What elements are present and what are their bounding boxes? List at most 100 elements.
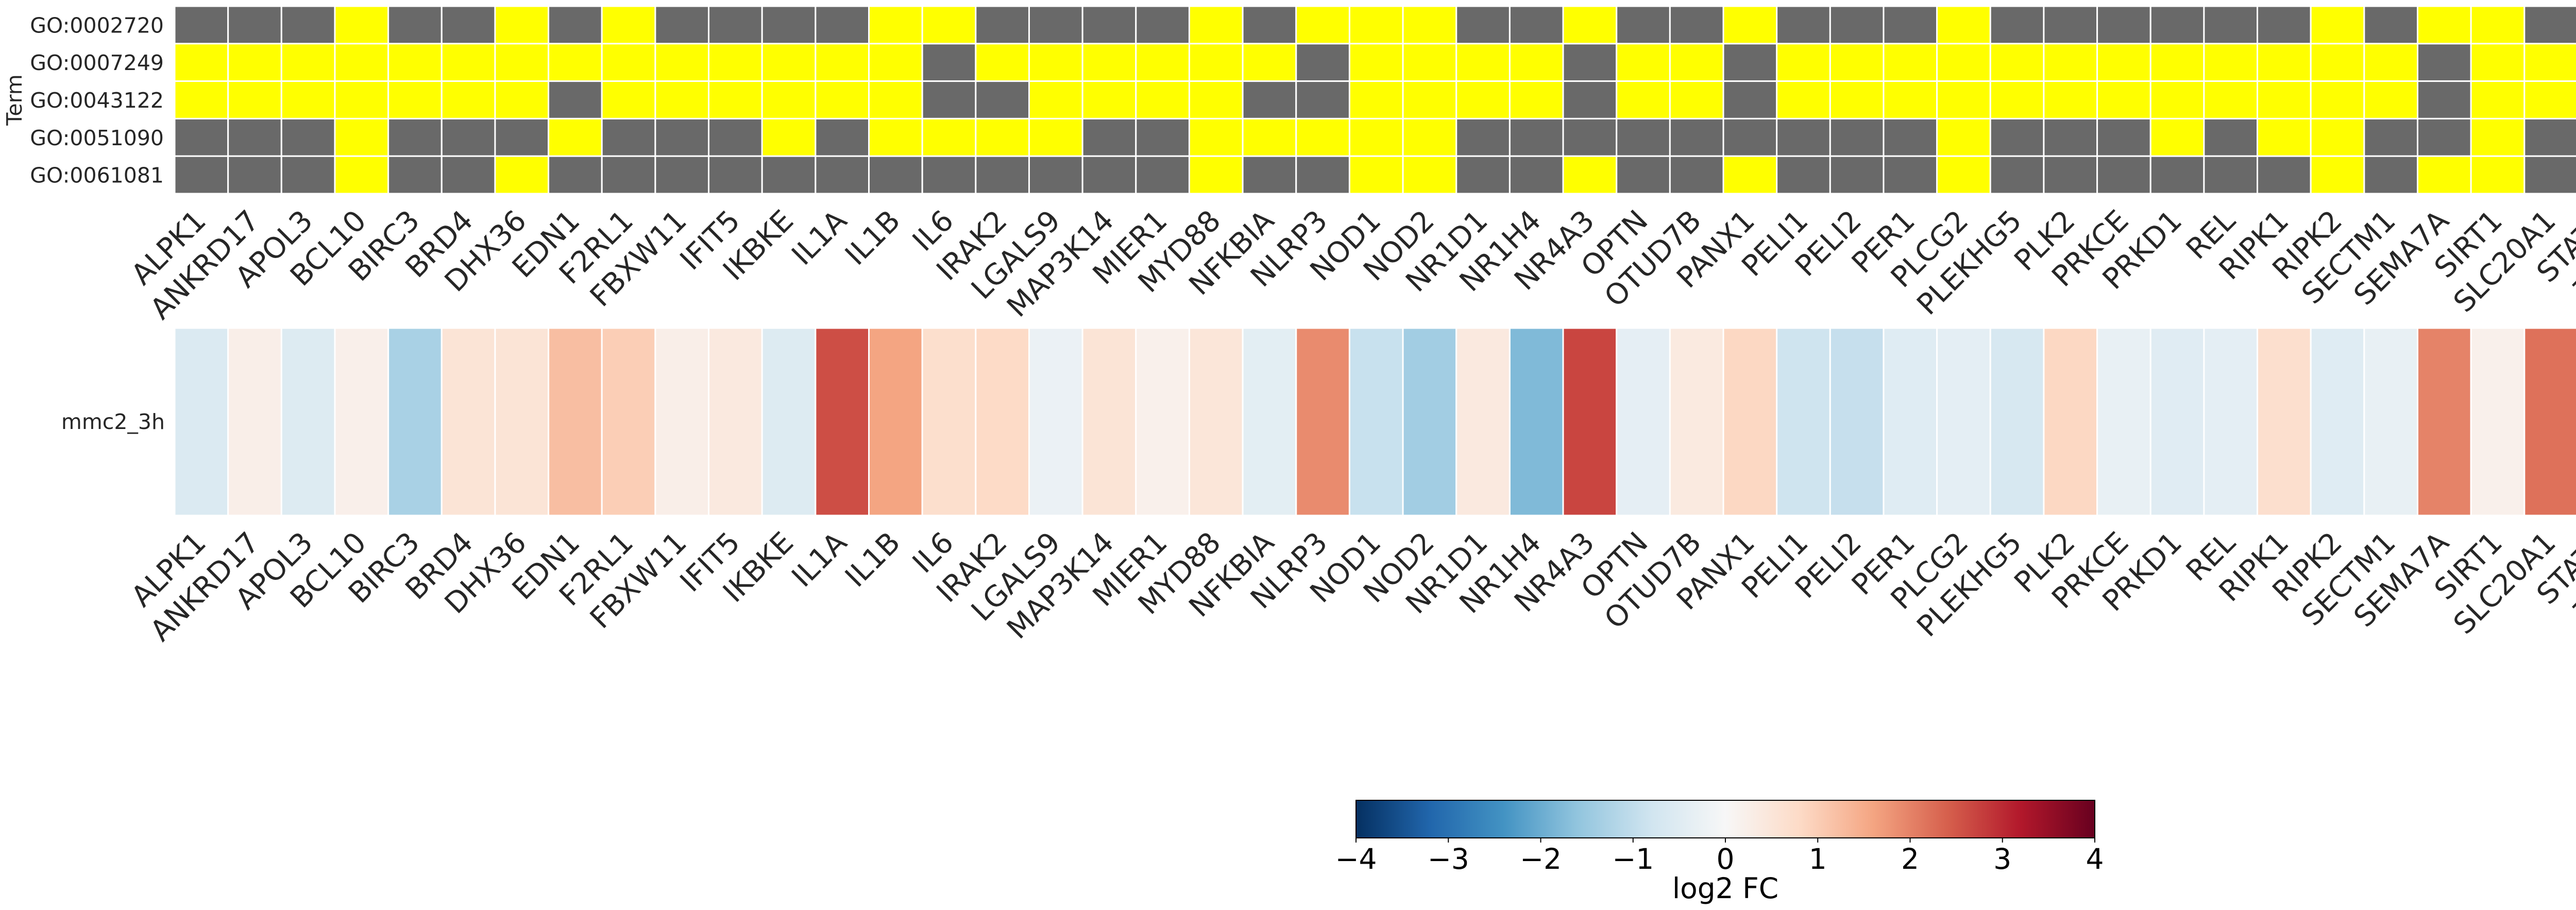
heatmap-cell-GO:0007249-RIPK1 xyxy=(2257,43,2312,82)
heatmap-cell-GO:0007249-DHX36 xyxy=(494,43,550,82)
heatmap-cell-GO:0061081-PLCG2 xyxy=(1936,155,1991,195)
heatmap-cell-GO:0061081-MYD88 xyxy=(1188,155,1244,195)
heatmap-cell-GO:0002720-IL1B xyxy=(868,5,923,45)
heatmap-cell-GO:0043122-LGALS9 xyxy=(1028,80,1083,119)
heatmap-cell-GO:0043122-PANX1 xyxy=(1722,80,1778,119)
heatmap-cell-GO:0061081-PRKCE xyxy=(2096,155,2151,195)
heatmap-cell-GO:0007249-LGALS9 xyxy=(1028,43,1083,82)
heatmap-cell-GO:0061081-PLEKHG5 xyxy=(1989,155,2045,195)
fold-change-cell-PRKCE xyxy=(2096,327,2151,517)
heatmap-cell-GO:0007249-BRD4 xyxy=(440,43,496,82)
heatmap-cell-GO:0051090-IKBKE xyxy=(761,117,817,157)
heatmap-cell-GO:0043122-DHX36 xyxy=(494,80,550,119)
gene-tick-label: IL1B xyxy=(839,526,907,594)
heatmap-cell-GO:0061081-ALPK1 xyxy=(174,155,229,195)
heatmap-cell-GO:0007249-ANKRD17 xyxy=(227,43,282,82)
heatmap-cell-GO:0007249-FBXW11 xyxy=(654,43,710,82)
fold-change-cell-NR1D1 xyxy=(1455,327,1511,517)
heatmap-cell-GO:0007249-PRKCE xyxy=(2096,43,2151,82)
heatmap-cell-GO:0007249-IFIT5 xyxy=(708,43,763,82)
heatmap-cell-GO:0061081-BRD4 xyxy=(440,155,496,195)
fold-change-cell-SECTM1 xyxy=(2363,327,2419,517)
heatmap-cell-GO:0007249-NOD2 xyxy=(1402,43,1458,82)
colorbar-tick-label: −2 xyxy=(1520,843,1562,875)
heatmap-cell-GO:0002720-IKBKE xyxy=(761,5,817,45)
fold-change-cell-IL1B xyxy=(868,327,923,517)
heatmap-cell-GO:0007249-REL xyxy=(2203,43,2259,82)
heatmap-cell-GO:0051090-REL xyxy=(2203,117,2259,157)
fold-change-cell-PANX1 xyxy=(1722,327,1778,517)
go-term-cells xyxy=(174,5,2576,195)
fold-change-cell-IL6 xyxy=(921,327,977,517)
heatmap-cell-GO:0043122-PER1 xyxy=(1883,80,1938,119)
heatmap-cell-GO:0002720-MYD88 xyxy=(1188,5,1244,45)
heatmap-cell-GO:0007249-SECTM1 xyxy=(2363,43,2419,82)
heatmap-cell-GO:0051090-MAP3K14 xyxy=(1081,117,1137,157)
heatmap-cell-GO:0061081-LGALS9 xyxy=(1028,155,1083,195)
heatmap-cell-GO:0002720-PRKD1 xyxy=(2149,5,2205,45)
fold-change-cell-IFIT5 xyxy=(708,327,763,517)
heatmap-cell-GO:0043122-IL6 xyxy=(921,80,977,119)
heatmap-cell-GO:0007249-IRAK2 xyxy=(975,43,1030,82)
heatmap-cell-GO:0043122-NFKBIA xyxy=(1242,80,1297,119)
heatmap-cell-GO:0051090-MYD88 xyxy=(1188,117,1244,157)
heatmap-cell-GO:0002720-IFIT5 xyxy=(708,5,763,45)
heatmap-cell-GO:0061081-IL6 xyxy=(921,155,977,195)
heatmap-cell-GO:0051090-F2RL1 xyxy=(601,117,656,157)
heatmap-cell-GO:0043122-NR1H4 xyxy=(1509,80,1564,119)
heatmap-cell-GO:0007249-NR1D1 xyxy=(1455,43,1511,82)
heatmap-cell-GO:0002720-NR1D1 xyxy=(1455,5,1511,45)
fold-change-cell-OPTN xyxy=(1616,327,1671,517)
heatmap-cell-GO:0061081-NFKBIA xyxy=(1242,155,1297,195)
colorbar-tick-label: 4 xyxy=(2086,843,2104,875)
go-term-tick-label: GO:0007249 xyxy=(30,50,164,75)
heatmap-cell-GO:0007249-IKBKE xyxy=(761,43,817,82)
heatmap-cell-GO:0043122-PRKD1 xyxy=(2149,80,2205,119)
colorbar-tick-label: −1 xyxy=(1612,843,1654,875)
heatmap-cell-GO:0002720-NR1H4 xyxy=(1509,5,1564,45)
heatmap-cell-GO:0002720-ALPK1 xyxy=(174,5,229,45)
heatmap-cell-GO:0043122-EDN1 xyxy=(548,80,603,119)
heatmap-cell-GO:0061081-OTUD7B xyxy=(1669,155,1724,195)
heatmap-cell-GO:0043122-PELI2 xyxy=(1829,80,1885,119)
heatmap-cell-GO:0051090-PLEKHG5 xyxy=(1989,117,2045,157)
heatmap-cell-GO:0007249-BCL10 xyxy=(334,43,389,82)
heatmap-cell-GO:0043122-IL1A xyxy=(815,80,870,119)
heatmap-cell-GO:0051090-ANKRD17 xyxy=(227,117,282,157)
heatmap-cell-GO:0051090-PLCG2 xyxy=(1936,117,1991,157)
heatmap-cell-GO:0061081-BCL10 xyxy=(334,155,389,195)
heatmap-cell-GO:0002720-NOD2 xyxy=(1402,5,1458,45)
heatmap-cell-GO:0061081-MAP3K14 xyxy=(1081,155,1137,195)
colorbar-label: log2 FC xyxy=(1672,872,1778,905)
heatmap-cell-GO:0051090-PLK2 xyxy=(2043,117,2098,157)
fold-change-row-labels: mmc2_3h xyxy=(61,409,165,434)
fold-change-cell-PRKD1 xyxy=(2149,327,2205,517)
fold-change-cell-PELI2 xyxy=(1829,327,1885,517)
heatmap-cell-GO:0007249-EDN1 xyxy=(548,43,603,82)
heatmap-cell-GO:0002720-OPTN xyxy=(1616,5,1671,45)
heatmap-cell-GO:0002720-NR4A3 xyxy=(1562,5,1618,45)
fold-change-cell-MIER1 xyxy=(1135,327,1190,517)
heatmap-cell-GO:0043122-FBXW11 xyxy=(654,80,710,119)
heatmap-cell-GO:0051090-PRKD1 xyxy=(2149,117,2205,157)
heatmap-cell-GO:0051090-OPTN xyxy=(1616,117,1671,157)
heatmap-cell-GO:0007249-MAP3K14 xyxy=(1081,43,1137,82)
fold-change-gene-labels: ALPK1ANKRD17APOL3BCL10BIRC3BRD4DHX36EDN1… xyxy=(125,526,2576,648)
fold-change-cell-BRD4 xyxy=(440,327,496,517)
colorbar-tick-label: −4 xyxy=(1335,843,1377,875)
heatmap-cell-GO:0051090-APOL3 xyxy=(280,117,336,157)
heatmap-cell-GO:0007249-PER1 xyxy=(1883,43,1938,82)
heatmap-cell-GO:0002720-FBXW11 xyxy=(654,5,710,45)
fold-change-cell-SIRT1 xyxy=(2470,327,2526,517)
heatmap-cell-GO:0007249-PLEKHG5 xyxy=(1989,43,2045,82)
fold-change-cell-F2RL1 xyxy=(601,327,656,517)
heatmap-cell-GO:0007249-IL6 xyxy=(921,43,977,82)
heatmap-cell-GO:0007249-IL1A xyxy=(815,43,870,82)
heatmap-cell-GO:0061081-SLC20A1 xyxy=(2523,155,2576,195)
go-term-tick-label: GO:0061081 xyxy=(30,163,164,188)
heatmap-cell-GO:0051090-IL6 xyxy=(921,117,977,157)
heatmap-cell-GO:0043122-IFIT5 xyxy=(708,80,763,119)
heatmap-cell-GO:0043122-BIRC3 xyxy=(387,80,443,119)
heatmap-cell-GO:0061081-PLK2 xyxy=(2043,155,2098,195)
